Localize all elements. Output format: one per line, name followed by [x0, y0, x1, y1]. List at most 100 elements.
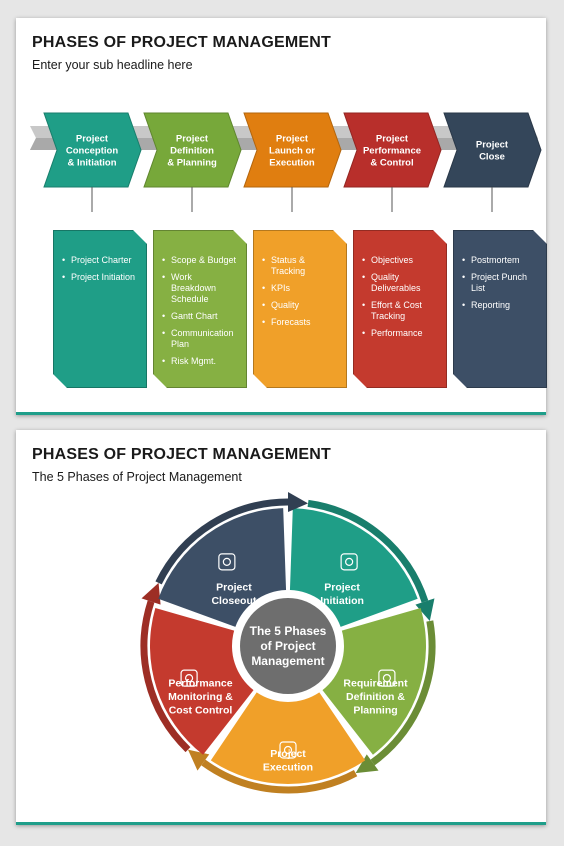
slide2-subtitle: The 5 Phases of Project Management [32, 470, 242, 484]
cycle-segment-label-4-line: Cost Control [169, 705, 233, 717]
cycle-arrow-band-1 [307, 499, 429, 603]
phase-chevron-label-4-line: Performance [363, 145, 421, 156]
phase-card-3: Status & Tracking KPIs Quality Forecasts [253, 230, 347, 388]
cycle-arrow-band-5 [155, 498, 289, 585]
phase-card-item: Project Initiation [71, 272, 138, 283]
phase-chevron-label-3-line: Project [276, 133, 309, 144]
phase-chevron-label-3: Project Launch or Execution [269, 133, 315, 168]
cycle-segment-label-5-line: Project [216, 581, 252, 593]
phase-chevron-2 [143, 112, 242, 188]
phase-chevron-1 [43, 112, 142, 188]
phase-card-list: Objectives Quality Deliverables Effort & C… [361, 255, 438, 339]
cycle-segment-label-3: Project Execution [263, 748, 313, 774]
phase-card-item: Project Punch List [471, 272, 538, 294]
phase-chevron-label-5-line: Close [479, 151, 505, 162]
gears-monitor-icon [279, 741, 297, 759]
cycle-segment-5 [158, 508, 287, 627]
phase-card-item: Reporting [471, 300, 538, 311]
slide-phases-cycle: PHASES OF PROJECT MANAGEMENT The 5 Phase… [16, 430, 546, 825]
phase-chevron-label-1-line: Project [76, 133, 109, 144]
cycle-center-label-line: The 5 Phases [250, 624, 327, 638]
cycle-segment-label-3-line: Execution [263, 761, 313, 773]
cycle-segment-label-2: Requirement Definition & Planning [343, 678, 408, 717]
cycle-arrow-head-2 [355, 754, 379, 774]
phase-card-item: Gantt Chart [171, 311, 238, 322]
cycle-center-label: The 5 Phases of Project Management [250, 624, 327, 668]
phase-card-4: Objectives Quality Deliverables Effort & C… [353, 230, 447, 388]
phase-card-1: Project Charter Project Initiation [53, 230, 147, 388]
phase-chevron-label-4: Project Performance & Control [363, 133, 421, 168]
cycle-segment-label-1: Project Initiation [320, 581, 364, 607]
phase-card-list: Status & Tracking KPIs Quality Forecasts [261, 255, 338, 328]
phase-chevron-5 [443, 112, 542, 188]
phase-card-item: Scope & Budget [171, 255, 238, 266]
phase-card-list: Postmortem Project Punch List Reporting [461, 255, 538, 311]
cycle-center-label-line: Management [251, 654, 324, 668]
cycle-segment-label-2-line: Requirement [343, 678, 408, 690]
phase-card-item: Communication Plan [171, 328, 238, 350]
phase-card-item: Project Charter [71, 255, 138, 266]
cycle-segment-label-4-line: Performance [168, 678, 232, 690]
slide1-subtitle: Enter your sub headline here [32, 58, 193, 72]
cycle-center-label-line: of Project [260, 639, 315, 653]
phase-chevron-label-4-line: Project [376, 133, 409, 144]
cycle-segment-label-1-line: Project [324, 581, 360, 593]
cycle-segment-1 [289, 508, 418, 627]
phase-chevron-4 [343, 112, 442, 188]
cycle-arrow-band-4 [140, 600, 191, 753]
cycle-arrow-head-3 [187, 749, 210, 771]
phase-card-item: Risk Mgmt. [171, 356, 238, 367]
phase-chevron-label-5-line: Project [476, 139, 509, 150]
handshake-icon [218, 553, 236, 571]
phase-card-list: Project Charter Project Initiation [61, 255, 138, 283]
phase-chevron-label-3-line: Launch or [269, 145, 315, 156]
phase-card-item: Objectives [371, 255, 438, 266]
cycle-center [240, 598, 336, 694]
rocket-icon [340, 553, 358, 571]
cycle-segment-label-5-line: Closeout [211, 595, 256, 607]
cycle-segment-label-1-line: Initiation [320, 595, 364, 607]
cycle-segment-label-4-line: Monitoring & [168, 691, 233, 703]
phase-card-item: Status & Tracking [271, 255, 338, 277]
slide2-title: PHASES OF PROJECT MANAGEMENT [32, 446, 331, 463]
phase-chevron-label-2: Project Definition & Planning [167, 133, 217, 168]
cycle-arrow-band-3 [201, 759, 358, 794]
phase-card-item: Work Breakdown Schedule [171, 272, 238, 305]
phase-chevron-label-2-line: Project [176, 133, 209, 144]
cycle-segment-2 [322, 607, 427, 755]
cycle-arrow-band-2 [370, 620, 436, 766]
cycle-segment-label-5: Project Closeout [211, 581, 256, 607]
phase-card-item: Forecasts [271, 317, 338, 328]
phase-cycle-diagram: Project Initiation Requirement Definition &… [140, 492, 436, 794]
phase-chevron-label-1: Project Conception & Initiation [66, 133, 118, 168]
phase-card-item: Postmortem [471, 255, 538, 266]
slide1-title: PHASES OF PROJECT MANAGEMENT [32, 34, 331, 51]
phase-chevron-label-2-line: & Planning [167, 157, 217, 168]
phase-chevron-3 [243, 112, 342, 188]
phase-card-5: Postmortem Project Punch List Reporting [453, 230, 547, 388]
cycle-arrow-head-4 [141, 582, 161, 605]
phase-card-item: Performance [371, 328, 438, 339]
blueprint-icon [378, 669, 396, 687]
phase-chevron-label-1-line: Conception [66, 145, 118, 156]
phase-chevron-label-3-line: Execution [269, 157, 315, 168]
cycle-arrow-head-1 [415, 598, 435, 621]
slide-phases-timeline: PHASES OF PROJECT MANAGEMENT Enter your … [16, 18, 546, 415]
dashboard-icon [180, 669, 198, 687]
phase-card-list: Scope & Budget Work Breakdown Schedule Gan… [161, 255, 238, 367]
phase-chevron-label-2-line: Definition [170, 145, 214, 156]
phase-card-2: Scope & Budget Work Breakdown Schedule Gan… [153, 230, 247, 388]
cycle-segment-label-4: Performance Monitoring & Cost Control [168, 678, 233, 717]
cycle-segment-label-2-line: Definition & [346, 691, 405, 703]
phase-chevron-label-1-line: & Initiation [67, 157, 116, 168]
cycle-arrow-head-5 [288, 492, 309, 512]
phase-card-item: Effort & Cost Tracking [371, 300, 438, 322]
phase-card-item: KPIs [271, 283, 338, 294]
cycle-segment-4 [150, 607, 254, 755]
cycle-segment-label-2-line: Planning [353, 705, 397, 717]
cycle-segment-3 [210, 692, 366, 784]
cycle-segment-label-3-line: Project [270, 748, 306, 760]
phase-card-item: Quality Deliverables [371, 272, 438, 294]
phase-card-item: Quality [271, 300, 338, 311]
